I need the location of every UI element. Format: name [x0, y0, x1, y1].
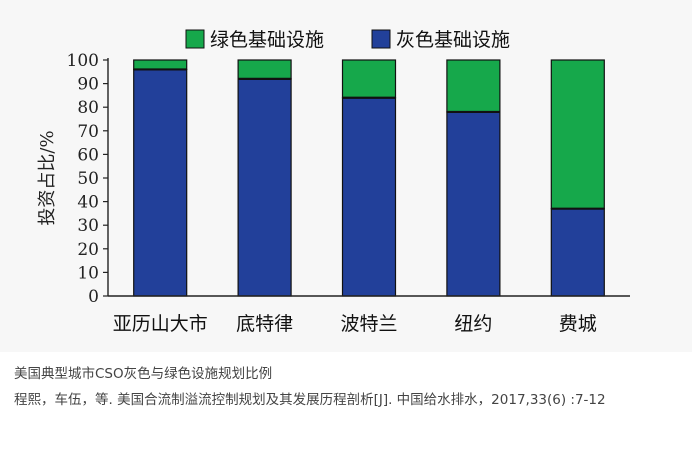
y-tick-label: 80 — [77, 98, 99, 118]
chart-legend: 绿色基础设施 灰色基础设施 — [185, 29, 510, 51]
bar-segment-green — [341, 59, 397, 99]
legend-swatch — [185, 29, 205, 49]
x-category-label: 纽约 — [454, 313, 492, 335]
y-tick-label: 0 — [88, 287, 99, 307]
y-tick-label: 60 — [77, 145, 99, 165]
y-tick-label: 40 — [77, 193, 99, 213]
bar-segment-green — [550, 59, 605, 210]
bar-segment-green — [446, 59, 501, 113]
y-tick-label: 90 — [77, 75, 99, 95]
legend-label: 灰色基础设施 — [396, 29, 510, 51]
bar-segment-green — [133, 59, 188, 71]
chart-figure: 绿色基础设施 灰色基础设施 0 10 20 30 40 50 60 70 80 90 100 投资占比/… — [37, 29, 630, 335]
bar-segment-grey — [550, 208, 605, 297]
bars — [133, 59, 605, 297]
x-category-label: 亚历山大市 — [113, 313, 208, 335]
y-axis: 0 10 20 30 40 50 60 70 80 90 100 投资占比/% — [37, 51, 109, 307]
bar-segment-green — [237, 59, 292, 80]
legend-swatch — [371, 29, 391, 49]
x-axis: 亚历山大市 底特律 波特兰 纽约 费城 — [108, 295, 630, 335]
y-tick-label: 10 — [77, 263, 99, 283]
bar-segment-grey — [446, 111, 501, 297]
bar-segment-grey — [133, 68, 188, 297]
figure-caption-reference: 程熙，车伍，等. 美国合流制溢流控制规划及其发展历程剖析[J]. 中国给水排水，… — [14, 392, 606, 408]
y-axis-label: 投资占比/% — [37, 130, 58, 225]
y-tick-label: 100 — [67, 51, 99, 71]
x-category-label: 底特律 — [236, 313, 293, 335]
x-category-label: 费城 — [559, 313, 597, 335]
y-tick-label: 50 — [77, 169, 99, 189]
legend-label: 绿色基础设施 — [210, 29, 324, 51]
y-tick-label: 30 — [77, 216, 99, 236]
y-tick-label: 20 — [77, 240, 99, 260]
bar-segment-grey — [237, 78, 292, 297]
x-category-label: 波特兰 — [340, 313, 397, 335]
figure-caption-title: 美国典型城市CSO灰色与绿色设施规划比例 — [14, 366, 273, 382]
stacked-bar-chart: 绿色基础设施 灰色基础设施 0 10 20 30 40 50 60 70 80 90 100 投资占比/… — [37, 29, 630, 335]
bar-segment-grey — [341, 97, 397, 297]
y-tick-label: 70 — [77, 122, 99, 142]
